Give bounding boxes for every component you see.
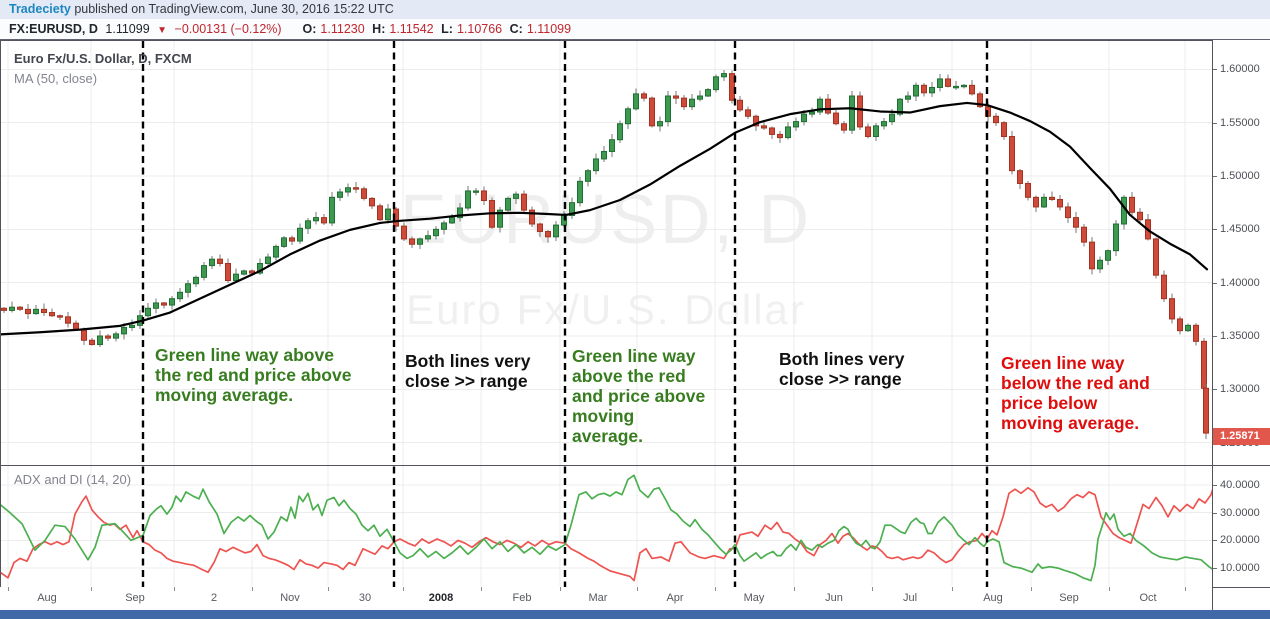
price-axis-label: 1.55000 — [1220, 116, 1260, 129]
time-tick — [1031, 587, 1032, 591]
time-tick — [872, 587, 873, 591]
price-axis-label: 1.60000 — [1220, 63, 1260, 76]
annotation-green-1: Green line way above the red and price a… — [155, 345, 352, 405]
time-axis-label: Apr — [666, 592, 684, 604]
price-axis-label: 1.45000 — [1220, 223, 1260, 236]
adx-tick — [1213, 568, 1217, 570]
time-tick — [952, 587, 953, 591]
time-tick — [560, 587, 561, 591]
low-label: L: — [441, 22, 453, 36]
high-value: 1.11542 — [389, 22, 434, 36]
ma-legend[interactable]: MA (50, close) — [14, 71, 98, 86]
price-tick — [1213, 229, 1217, 231]
time-tick — [403, 587, 404, 591]
time-tick — [794, 587, 795, 591]
publisher-name[interactable]: Tradeciety — [9, 2, 71, 16]
price-axis-label: 1.35000 — [1220, 330, 1260, 342]
price-tick — [1213, 176, 1217, 177]
main-pane-legend[interactable]: Euro Fx/U.S. Dollar, D, FXCM — [14, 51, 192, 66]
publish-info: published on TradingView.com, June 30, 2… — [70, 2, 394, 16]
time-axis-label: Sep — [1059, 592, 1079, 604]
pane-separator-right — [1213, 465, 1270, 466]
down-arrow-icon: ▼ — [157, 25, 168, 36]
chart-area[interactable]: EURUSD, D Euro Fx/U.S. Dollar Euro Fx/U.… — [0, 40, 1212, 610]
time-axis-label: 30 — [358, 592, 372, 604]
time-axis-label: 2008 — [428, 592, 454, 604]
adx-axis-label: 10.0000 — [1220, 562, 1260, 575]
annotation-green-2: Green line way above the red and price a… — [572, 346, 706, 446]
price-axis-label: 1.50000 — [1220, 170, 1260, 182]
time-axis-label: Oct — [1139, 592, 1157, 604]
time-axis-label: Aug — [983, 592, 1003, 604]
price-tick — [1213, 282, 1217, 284]
time-tick — [174, 587, 175, 591]
adx-tick — [1213, 540, 1217, 542]
time-axis-label: Nov — [280, 592, 300, 604]
time-tick — [91, 587, 92, 591]
high-label: H: — [372, 22, 386, 36]
last-price-value: 1.11099 — [105, 22, 150, 36]
symbol-label[interactable]: FX:EURUSD, D — [9, 22, 98, 36]
time-tick — [252, 587, 253, 591]
adx-tick — [1213, 512, 1217, 514]
time-axis-label: Sep — [125, 592, 145, 604]
time-axis-label: May — [743, 592, 765, 604]
symbol-bar: FX:EURUSD, D 1.11099 ▼ −0.00131 (−0.12%)… — [0, 19, 1270, 40]
time-axis[interactable]: Aug Sep 2 Nov 30 2008 Feb Mar Apr May Jun Jul Aug Sep… — [0, 587, 1212, 610]
open-value: 1.11230 — [320, 22, 365, 36]
adx-pane-legend[interactable]: ADX and DI (14, 20) — [14, 472, 132, 487]
annotation-range-1: Both lines very close >> range — [405, 351, 531, 391]
time-axis-label: 2 — [210, 592, 218, 604]
time-axis-label: Jul — [902, 592, 918, 604]
time-axis-label: Mar — [588, 592, 608, 604]
adx-axis-label: 30.0000 — [1220, 506, 1260, 519]
time-axis-label: Jun — [825, 592, 843, 604]
time-tick — [481, 587, 482, 591]
time-tick — [1109, 587, 1110, 591]
last-price-badge: 1.25871 — [1213, 428, 1270, 445]
close-value: 1.11099 — [526, 22, 572, 36]
open-label: O: — [302, 22, 317, 36]
time-tick — [1185, 587, 1186, 591]
price-tick — [1213, 69, 1217, 71]
time-tick — [637, 587, 638, 591]
price-change: −0.00131 (−0.12%) — [174, 22, 282, 36]
close-label: C: — [509, 22, 523, 36]
price-axis-label: 1.30000 — [1220, 383, 1260, 396]
time-tick — [8, 587, 9, 591]
chart-canvas[interactable] — [0, 40, 1212, 610]
adx-tick — [1213, 485, 1217, 486]
price-tick — [1213, 122, 1217, 124]
price-tick — [1213, 389, 1217, 391]
time-tick — [715, 587, 716, 591]
time-axis-label: Aug — [37, 592, 57, 604]
adx-axis-label: 20.0000 — [1220, 534, 1260, 547]
time-axis-label: Feb — [512, 592, 532, 604]
annotation-red-1: Green line way below the red and price b… — [1001, 353, 1150, 433]
time-tick — [328, 587, 329, 591]
publish-bar: Tradeciety published on TradingView.com,… — [0, 0, 1270, 19]
adx-axis-label: 40.0000 — [1220, 479, 1260, 491]
price-axis-label: 1.40000 — [1220, 276, 1260, 289]
axis-separator-right — [1213, 587, 1270, 588]
low-value: 1.10766 — [456, 22, 503, 36]
price-tick — [1213, 336, 1217, 337]
annotation-range-2: Both lines very close >> range — [779, 349, 905, 389]
price-axis[interactable]: 1.60000 1.55000 1.50000 1.45000 1.40000 1.350… — [1212, 40, 1270, 610]
footer-bar — [0, 610, 1270, 619]
